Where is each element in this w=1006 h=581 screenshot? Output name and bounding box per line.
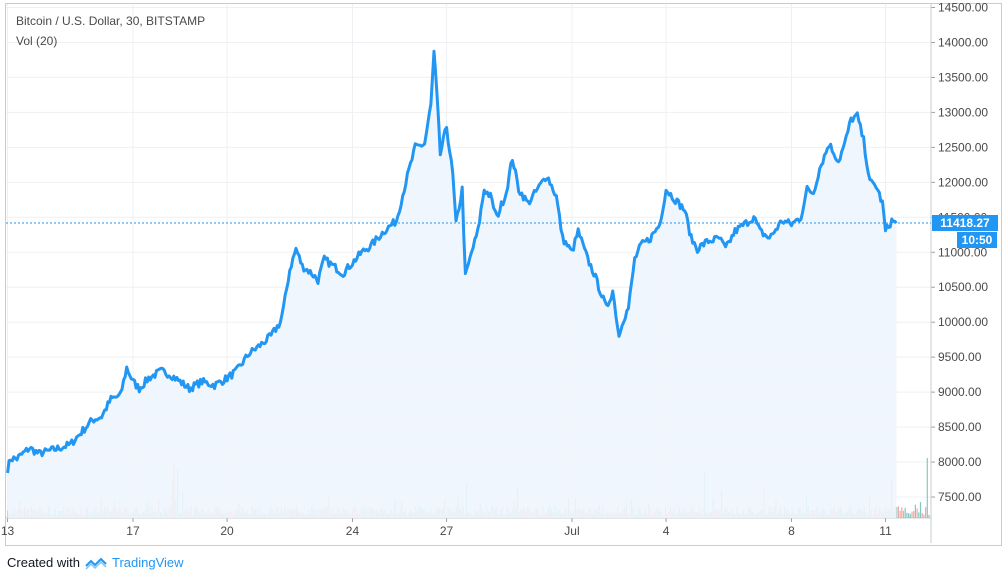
y-tick-label: 13500.00 [938,70,988,84]
last-price-value: 11418.27 [940,216,990,230]
volume-bar [901,507,903,518]
volume-bar [918,512,920,518]
y-tick-label: 8500.00 [938,420,982,434]
x-tick-label: 13 [1,524,15,538]
x-tick-label: Jul [564,524,579,538]
price-line[interactable] [6,49,898,474]
last-time-value: 10:50 [962,233,993,247]
y-tick-label: 8000.00 [938,455,982,469]
volume-bar [914,504,916,518]
volume-bar [925,507,927,518]
volume-bar [923,514,925,518]
volume-bar [926,458,928,518]
tradingview-logo-icon [85,557,107,570]
footer-attribution[interactable]: Created with TradingView [7,555,184,570]
chart-title: Bitcoin / U.S. Dollar, 30, BITSTAMP [16,14,206,28]
volume-bar [909,513,911,518]
volume-bar [919,502,922,518]
last-price-tag [932,215,998,232]
x-tick-label: 4 [663,524,670,538]
y-tick-label: 11000.00 [938,245,987,259]
volume-bar [897,506,899,518]
y-tick-label: 14500.00 [938,0,988,14]
chart-frame[interactable] [5,3,1002,546]
volume-indicator-label[interactable]: Vol (20) [16,34,58,48]
x-tick-label: 27 [440,524,454,538]
volume-bar [908,513,910,518]
volume-bar [906,512,908,518]
y-tick-label: 12500.00 [938,140,988,154]
y-tick-label: 9000.00 [938,385,982,399]
volume-bar [916,508,918,518]
y-tick-label: 10500.00 [938,280,988,294]
y-tick-label: 14000.00 [938,35,988,49]
y-tick-label: 10000.00 [938,315,988,329]
x-tick-label: 20 [220,524,234,538]
volume-bar [913,511,915,518]
y-tick-label: 7500.00 [938,490,982,504]
volume-bar [899,510,901,518]
x-tick-label: 24 [346,524,360,538]
volume-bar [928,514,930,518]
volume-bar [902,510,905,518]
x-tick-label: 8 [788,524,795,538]
y-tick-label: 9500.00 [938,350,982,364]
tradingview-brand[interactable]: TradingView [111,555,184,570]
price-area [7,51,897,518]
last-time-tag [957,232,997,249]
created-with-label: Created with [7,555,80,570]
y-tick-label: 13000.00 [938,105,988,119]
volume-bar [921,512,923,518]
volume-bar [904,507,906,518]
y-tick-label: 12000.00 [938,175,988,189]
x-tick-label: 17 [126,524,140,538]
volume-bar [896,507,898,518]
x-tick-label: 11 [879,524,892,538]
volume-bar [911,511,913,518]
